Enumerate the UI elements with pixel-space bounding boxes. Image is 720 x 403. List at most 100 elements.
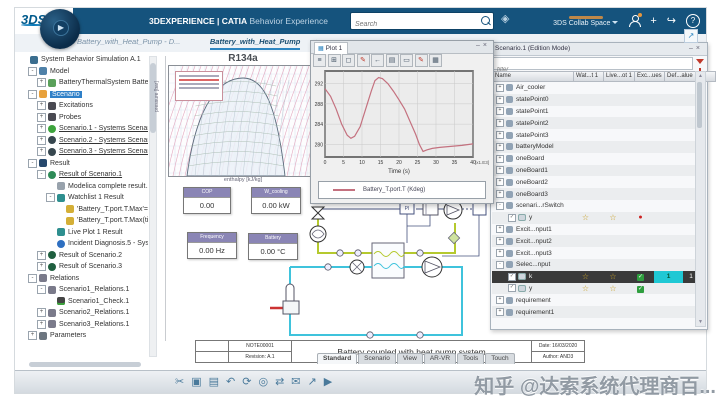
table-row[interactable]: + oneBoard1 [492, 164, 696, 177]
tag-icon[interactable]: ◈ [501, 13, 510, 25]
row-expander[interactable]: + [496, 225, 504, 234]
row-expander[interactable]: ✓ [508, 272, 516, 281]
tree-vertical-scrollbar[interactable] [149, 56, 157, 357]
update-icon[interactable]: ⟳ [242, 376, 252, 388]
selected-value-cell[interactable]: 1 [654, 270, 683, 283]
chart-settings-icon[interactable]: ▦ [429, 54, 442, 67]
table-row[interactable]: + requirement [492, 294, 696, 306]
tree-expander[interactable]: + [37, 101, 46, 111]
ribbon-tab-tools[interactable]: Tools [457, 353, 485, 364]
annotate-disabled-icon[interactable]: ✎ [356, 54, 370, 67]
copy-icon[interactable]: ▣ [191, 376, 202, 388]
play-icon[interactable]: ▶ [323, 376, 333, 388]
tree-item[interactable]: - Result of Scenario.1 [15, 169, 148, 181]
fit-view-icon[interactable]: ⊞ [327, 54, 341, 67]
row-expander[interactable]: - [496, 201, 504, 210]
tree-item[interactable]: - Result [15, 158, 148, 170]
cut-icon[interactable]: ✂ [175, 376, 185, 388]
exchange-icon[interactable]: ⇄ [275, 376, 285, 388]
table-row[interactable]: + statePoint2 [492, 117, 696, 130]
search-icon[interactable] [481, 16, 490, 25]
row-expander[interactable]: + [496, 83, 504, 92]
tree-expander[interactable]: + [37, 262, 46, 272]
row-expander[interactable]: + [496, 237, 504, 246]
tree-expander[interactable]: + [37, 147, 46, 157]
tree-item[interactable]: + Result of Scenario.2 [15, 250, 148, 262]
watch-star-icon[interactable]: ☆ [581, 271, 590, 281]
row-expander[interactable]: ✓ [508, 284, 516, 293]
tree-item[interactable]: + Excitations [15, 100, 148, 112]
compass-icon[interactable]: ▶ [40, 9, 80, 49]
table-row[interactable]: + oneBoard3 [492, 188, 696, 200]
tree-expander[interactable]: + [37, 250, 46, 260]
tree-expander[interactable]: + [37, 112, 46, 122]
row-expander[interactable]: + [496, 95, 504, 104]
message-icon[interactable]: ✉ [291, 376, 301, 388]
pointer-add-icon[interactable]: ↗ [307, 376, 317, 388]
tree-item[interactable]: - Scenario1_Relations.1 [15, 284, 148, 296]
annotate-red-icon[interactable]: ✎ [414, 54, 428, 67]
tree-item[interactable]: + Probes [15, 112, 148, 124]
filter-box[interactable] [493, 57, 693, 75]
watch-star-icon[interactable]: ☆ [609, 212, 617, 222]
table-row[interactable]: + statePoint1 [492, 106, 696, 118]
tree-expander[interactable]: + [37, 308, 46, 318]
table-row[interactable]: + statePoint3 [492, 129, 696, 141]
tree-item[interactable]: + Result of Scenario.3 [15, 261, 148, 273]
tree-item[interactable]: System Behavior Simulation A.1 [15, 54, 148, 66]
close-icon[interactable]: × [695, 45, 703, 52]
row-expander[interactable]: + [496, 154, 504, 163]
tree-item[interactable]: - Watchlist 1 Result [15, 192, 148, 204]
row-expander[interactable]: ✓ [508, 213, 516, 222]
ribbon-tab-standard[interactable]: Standard [317, 353, 358, 364]
tree-item[interactable]: + BatteryThermalSystem BatteryThermal... [15, 77, 148, 89]
tree-expander[interactable]: + [28, 331, 37, 341]
tree-horizontal-scrollbar[interactable] [29, 362, 141, 367]
value-cell[interactable]: 1 [689, 272, 693, 280]
table-row[interactable]: + Air_cooler [492, 82, 696, 94]
table-row[interactable]: ✓ y ☆ ☆ ✓ [492, 282, 696, 295]
tree-expander[interactable]: + [37, 319, 46, 329]
compass-icon[interactable]: ◎ [258, 376, 269, 388]
share-icon[interactable]: ↪ [666, 15, 676, 27]
tree-item[interactable]: + Parameters [15, 330, 148, 342]
row-expander[interactable]: + [496, 296, 504, 305]
tree-item[interactable]: + Scenario.2 - Systems Scenario [15, 135, 148, 147]
tree-expander[interactable]: - [28, 273, 37, 283]
paste-icon[interactable]: ▤ [208, 376, 220, 388]
filter-input[interactable] [494, 65, 679, 75]
table-row[interactable]: + oneBoard2 [492, 176, 696, 188]
row-expander[interactable]: + [496, 178, 504, 187]
row-expander[interactable]: + [496, 190, 504, 199]
table-row[interactable]: + Excit...nput1 [492, 224, 696, 236]
tree-item[interactable]: + Scenario.1 - Systems Scenario [15, 123, 148, 135]
tree-expander[interactable]: - [46, 193, 55, 203]
tree-item[interactable]: + Scenario3_Relations.1 [15, 319, 148, 331]
search-box[interactable] [350, 12, 494, 32]
column-header[interactable]: Def...alue [665, 71, 697, 82]
column-header[interactable]: Live...ot 1 [604, 71, 635, 82]
table-row[interactable]: ✓ k ☆ ☆ ✓ 1 1 [492, 270, 696, 283]
watch-star-icon[interactable]: ☆ [609, 271, 617, 281]
table-row[interactable]: + batteryModel [492, 140, 696, 153]
row-expander[interactable]: + [496, 166, 504, 175]
ribbon-tab-touch[interactable]: Touch [485, 353, 515, 364]
tree-item[interactable]: 'Battery_T.port.T.Max(time'= [15, 215, 148, 227]
zoom-select-icon[interactable]: ◻ [342, 54, 355, 67]
tree-expander[interactable]: - [37, 170, 46, 180]
minimize-icon[interactable]: – [476, 42, 483, 49]
tree-expander[interactable]: - [28, 158, 37, 168]
tree-item[interactable]: + Scenario2_Relations.1 [15, 307, 148, 319]
filter-icon[interactable] [696, 59, 704, 71]
tree-item[interactable]: + Scenario.3 - Systems Scenario [15, 146, 148, 158]
watch-star-icon[interactable]: ☆ [581, 283, 590, 293]
excitation-red-dot-icon[interactable]: ● [638, 213, 643, 221]
plot-tab[interactable]: ▦ Plot 1 [314, 42, 349, 54]
row-expander[interactable]: + [496, 119, 504, 128]
ribbon-tab-view[interactable]: View [396, 353, 423, 364]
add-icon[interactable]: + [650, 15, 657, 27]
row-expander[interactable]: + [496, 107, 504, 116]
minimize-icon[interactable]: – [689, 45, 696, 52]
table-row[interactable]: ✓ y ☆ ☆ ● [492, 211, 696, 224]
layout-icon[interactable]: ▭ [400, 54, 413, 67]
